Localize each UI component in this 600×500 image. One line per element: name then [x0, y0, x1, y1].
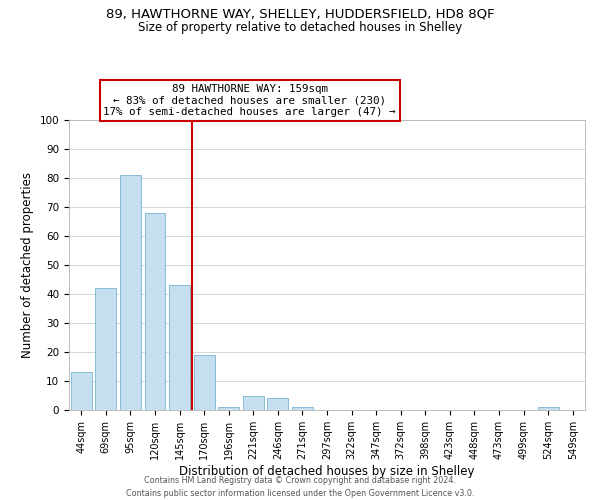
Text: Size of property relative to detached houses in Shelley: Size of property relative to detached ho…	[138, 21, 462, 34]
Bar	[243, 396, 264, 410]
Bar	[218, 407, 239, 410]
Bar	[120, 175, 141, 410]
Text: 89 HAWTHORNE WAY: 159sqm
← 83% of detached houses are smaller (230)
17% of semi-: 89 HAWTHORNE WAY: 159sqm ← 83% of detach…	[103, 84, 396, 117]
Bar	[194, 355, 215, 410]
Text: 89, HAWTHORNE WAY, SHELLEY, HUDDERSFIELD, HD8 8QF: 89, HAWTHORNE WAY, SHELLEY, HUDDERSFIELD…	[106, 8, 494, 20]
Bar	[292, 407, 313, 410]
Bar	[268, 398, 289, 410]
Bar	[538, 407, 559, 410]
Text: Contains HM Land Registry data © Crown copyright and database right 2024.
Contai: Contains HM Land Registry data © Crown c…	[126, 476, 474, 498]
Bar	[95, 288, 116, 410]
Bar	[71, 372, 92, 410]
Bar	[145, 213, 166, 410]
Bar	[169, 286, 190, 410]
Y-axis label: Number of detached properties: Number of detached properties	[21, 172, 34, 358]
X-axis label: Distribution of detached houses by size in Shelley: Distribution of detached houses by size …	[179, 464, 475, 477]
